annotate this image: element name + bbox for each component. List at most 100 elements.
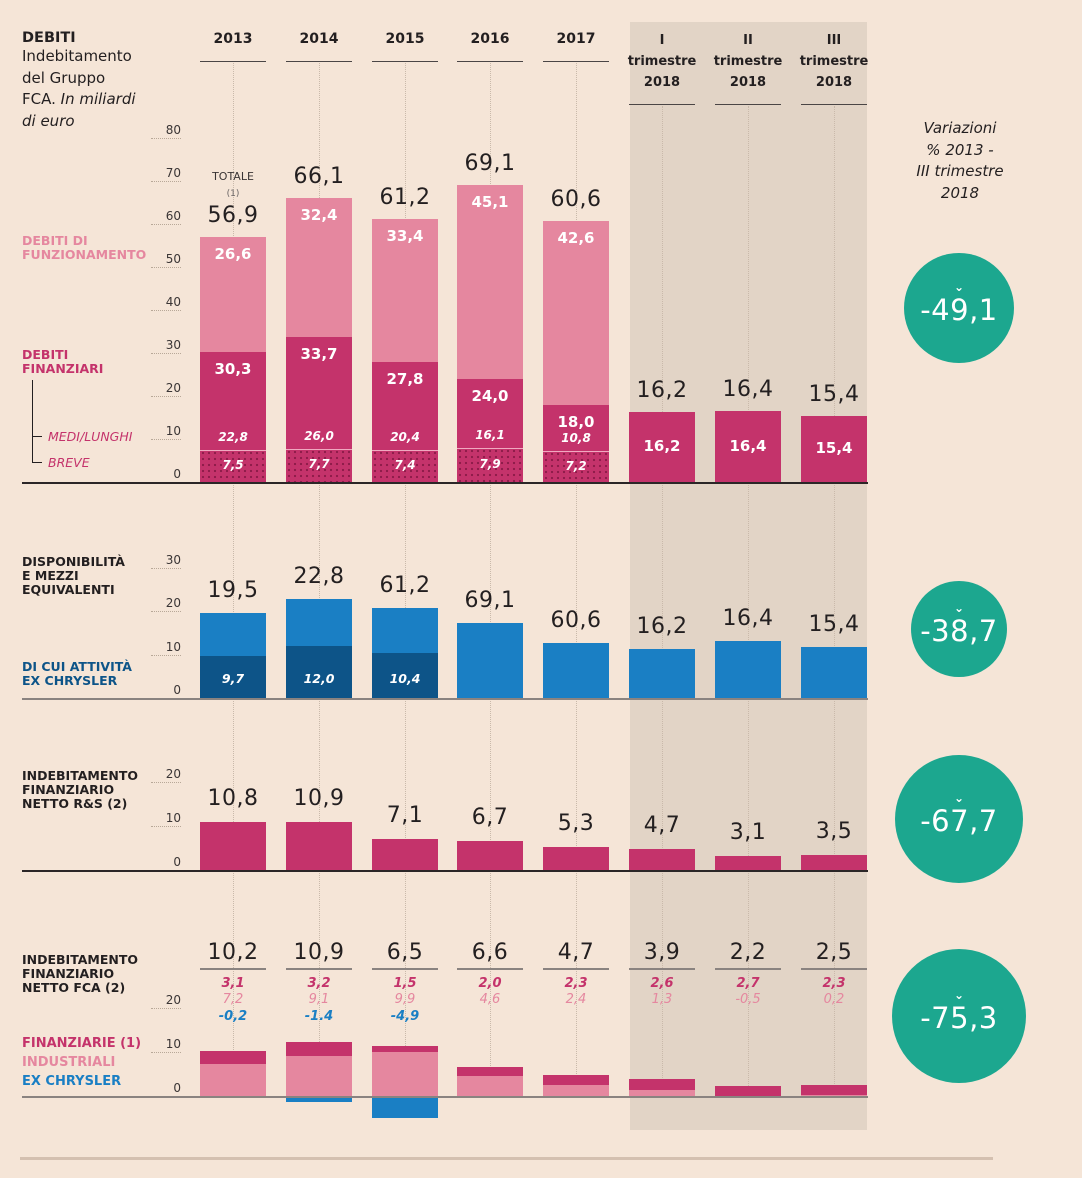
- data-label-finanziarie: 2,0: [478, 976, 502, 991]
- subtitle-unit: In miliardi: [60, 90, 136, 108]
- y-tick-gridline: [151, 224, 181, 225]
- data-label-breve: 7,5: [222, 457, 244, 472]
- total-label: 16,2: [636, 378, 688, 404]
- bar-segment-funzionamento: [200, 237, 266, 352]
- subtitle-line: del Gruppo: [22, 68, 106, 87]
- variation-value: -38,7: [920, 614, 998, 648]
- data-label-medi-lunghi: 16,1: [475, 428, 505, 443]
- variation-value: -67,7: [920, 804, 998, 838]
- bar-netto-rs: [372, 838, 438, 870]
- bar-segment-industriali: [801, 1095, 867, 1096]
- legend-finanziarie: FINANZIARIE (1): [22, 1036, 142, 1051]
- y-tick-label: 10: [165, 639, 181, 654]
- total-label: 61,2: [379, 573, 431, 599]
- total-label: 10,9: [293, 940, 345, 965]
- y-tick-label: 80: [165, 123, 181, 137]
- legend-label: FUNZIONAMENTO: [22, 247, 147, 262]
- bar-segment-ex-chrysler: [286, 1096, 352, 1103]
- column-header-line: 2015: [385, 31, 425, 47]
- segment-divider: [200, 449, 266, 451]
- value-label: 3,5: [815, 818, 853, 844]
- column-header: 2015: [362, 29, 448, 50]
- variation-badge: ⌄ -67,7: [895, 755, 1023, 883]
- data-label-finanziarie: 3,2: [307, 976, 331, 991]
- legend-finanziari: DEBITI FINANZIARI: [22, 348, 103, 376]
- bar-segment-medi-lunghi: [286, 337, 352, 449]
- bar-disponibilita: [457, 622, 523, 698]
- y-tick-label: 0: [173, 683, 181, 697]
- bar-disponibilita: [629, 648, 695, 698]
- variation-content: ⌄ -38,7: [911, 602, 1007, 648]
- vertical-gridline: [405, 63, 406, 1096]
- y-tick-gridline: [151, 138, 181, 139]
- y-tick-label: 10: [165, 1037, 181, 1051]
- chevron-down-icon: ⌄: [953, 280, 965, 294]
- total-label: 69,1: [464, 150, 516, 176]
- column-header-line: 2018: [643, 75, 681, 90]
- bar-segment-finanziarie: [372, 1045, 438, 1053]
- bar-segment-ex-chrysler: [286, 645, 352, 698]
- bar-segment-finanziari: [629, 412, 695, 482]
- y-tick-label: 0: [173, 467, 181, 481]
- y-tick-label: 60: [165, 209, 181, 223]
- total-label: 15,4: [808, 381, 860, 407]
- bar-segment-finanziarie: [801, 1085, 867, 1096]
- x-axis-baseline: [22, 870, 868, 872]
- bar-segment-ex-chrysler: [372, 1096, 438, 1118]
- column-header-line: II: [743, 33, 753, 48]
- legend-label: DI CUI ATTIVITÀ: [22, 659, 132, 674]
- legend-label: FINANZIARI: [22, 361, 104, 376]
- column-header-line: 2018: [729, 75, 767, 90]
- y-tick-label: 40: [165, 295, 181, 309]
- data-label-ex-chrysler: -0,2: [218, 1009, 248, 1024]
- column-header-rule: [629, 104, 695, 105]
- total-rule: [457, 968, 523, 970]
- total-label: 19,5: [207, 578, 259, 604]
- column-header-line: III: [826, 33, 842, 48]
- chevron-down-icon: ⌄: [953, 791, 965, 805]
- segment-divider: [543, 451, 609, 453]
- data-label-medi-lunghi: 10,8: [561, 431, 591, 446]
- total-rule: [543, 968, 609, 970]
- variation-content: ⌄ -67,7: [895, 792, 1023, 838]
- chart-subtitle: Indebitamento del Gruppo FCA. In miliard…: [22, 46, 182, 132]
- data-label-breve: 7,9: [479, 457, 501, 471]
- bar-segment-industriali: [629, 1090, 695, 1096]
- data-label-finanziarie: 2,3: [564, 976, 588, 991]
- total-rule: [629, 968, 695, 970]
- vertical-gridline: [233, 63, 234, 1096]
- legend-bracket: [32, 380, 33, 462]
- total-label: 61,2: [379, 184, 431, 210]
- total-rule: [286, 968, 352, 970]
- y-tick-gridline: [151, 826, 181, 827]
- y-tick-label: 70: [165, 166, 181, 180]
- data-label-finanziari: 18,0: [557, 412, 595, 431]
- y-tick-label: 20: [165, 381, 181, 395]
- chevron-down-icon: ⌄: [953, 988, 965, 1002]
- y-tick-label: 10: [165, 424, 181, 438]
- total-label: 16,2: [636, 613, 688, 639]
- legend-label: DEBITI DI: [22, 233, 88, 248]
- total-rule: [372, 968, 438, 970]
- bar-segment-finanziari: [715, 411, 781, 482]
- y-tick-gridline: [151, 611, 181, 612]
- bar-segment-finanziarie: [543, 1075, 609, 1086]
- bar-segment-finanziari: [801, 415, 867, 482]
- variation-value: -75,3: [920, 1001, 998, 1035]
- vertical-gridline: [490, 63, 491, 1096]
- column-header-line: 2017: [556, 31, 596, 47]
- data-label-finanziari: 27,8: [386, 370, 424, 389]
- column-header: II trimestre 2018: [705, 30, 791, 93]
- value-label: 10,9: [293, 786, 345, 812]
- vertical-gridline: [748, 106, 749, 1096]
- total-label: 2,2: [729, 940, 767, 965]
- data-label-finanziari: 15,4: [815, 438, 853, 457]
- variation-header-line: III trimestre: [916, 162, 1004, 180]
- variation-badge: ⌄ -38,7: [911, 581, 1007, 677]
- column-header-rule: [801, 104, 867, 105]
- chart4-title: INDEBITAMENTO FINANZIARIO NETTO FCA (2): [22, 953, 138, 995]
- column-header: 2016: [447, 29, 533, 50]
- y-tick-gridline: [151, 396, 181, 397]
- x-axis-baseline: [22, 482, 868, 484]
- legend-label: EX CHRYSLER: [22, 673, 118, 688]
